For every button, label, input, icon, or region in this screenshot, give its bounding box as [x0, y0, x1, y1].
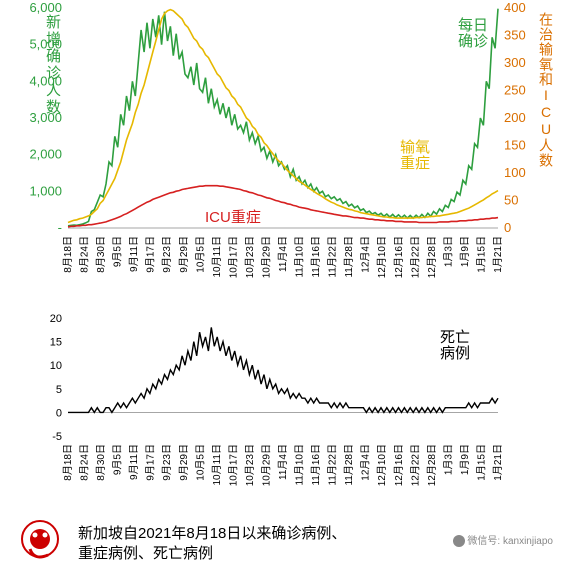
svg-text:0: 0 — [56, 407, 62, 419]
footer-caption: 新加坡自2021年8月18日以来确诊病例、 重症病例、死亡病例 — [78, 524, 346, 563]
svg-text:9月5日: 9月5日 — [112, 444, 124, 475]
wechat-label: 微信号: kanxinjiapo — [467, 536, 553, 547]
svg-text:11月16日: 11月16日 — [310, 444, 322, 486]
svg-text:11月10日: 11月10日 — [294, 444, 306, 486]
svg-text:10月23日: 10月23日 — [244, 444, 256, 486]
svg-text:10月11日: 10月11日 — [211, 444, 223, 486]
wechat-icon — [453, 535, 465, 547]
svg-text:9月23日: 9月23日 — [161, 444, 173, 481]
svg-text:10月17日: 10月17日 — [227, 444, 239, 486]
svg-text:1月15日: 1月15日 — [475, 444, 487, 481]
deaths-label: 死亡病例 — [440, 330, 472, 362]
svg-text:10月5日: 10月5日 — [194, 444, 206, 481]
svg-text:11月4日: 11月4日 — [277, 444, 289, 480]
svg-text:12月28日: 12月28日 — [426, 444, 438, 486]
svg-text:8月30日: 8月30日 — [95, 444, 107, 481]
svg-text:9月29日: 9月29日 — [178, 444, 190, 481]
svg-text:1月3日: 1月3日 — [442, 444, 454, 475]
footer-line2: 重症病例、死亡病例 — [78, 545, 213, 562]
svg-text:12月10日: 12月10日 — [376, 444, 388, 486]
bottom-chart: -5 0 5 10 15 20 8月18日 8月24日 8月30日 9月5日 9月11日 9月17日 9… — [0, 0, 565, 505]
svg-text:11月28日: 11月28日 — [343, 444, 355, 486]
wechat-credit: 微信号: kanxinjiapo — [453, 532, 553, 547]
svg-text:15: 15 — [50, 337, 62, 349]
svg-text:12月4日: 12月4日 — [360, 444, 372, 481]
svg-text:8月18日: 8月18日 — [62, 444, 74, 481]
svg-text:9月17日: 9月17日 — [145, 444, 157, 481]
svg-text:9月11日: 9月11日 — [128, 444, 140, 480]
svg-text:10月29日: 10月29日 — [260, 444, 272, 486]
svg-text:1月9日: 1月9日 — [459, 444, 471, 475]
svg-text:20: 20 — [50, 313, 62, 325]
svg-text:12月22日: 12月22日 — [409, 444, 421, 486]
svg-text:1月21日: 1月21日 — [492, 444, 504, 481]
logo-icon — [18, 517, 62, 561]
svg-text:11月22日: 11月22日 — [327, 444, 339, 486]
svg-text:5: 5 — [56, 384, 62, 396]
svg-text:12月16日: 12月16日 — [393, 444, 405, 486]
svg-text:8月24日: 8月24日 — [79, 444, 91, 481]
footer-line1: 新加坡自2021年8月18日以来确诊病例、 — [78, 525, 346, 542]
svg-text:10: 10 — [50, 360, 62, 372]
svg-text:-5: -5 — [52, 431, 62, 443]
